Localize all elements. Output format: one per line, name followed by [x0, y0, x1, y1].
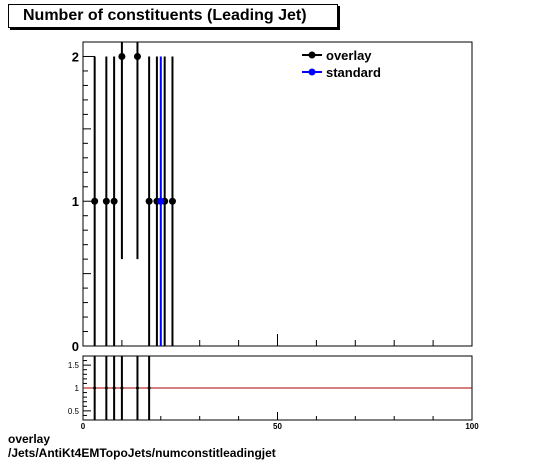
ratio-y-tick-label: 1.5 — [68, 361, 80, 370]
overlay-point — [102, 197, 110, 205]
y-tick-label: 1 — [72, 194, 79, 209]
ratio-point — [135, 386, 139, 390]
caption-histogram-path: /Jets/AntiKt4EMTopoJets/numconstitleadin… — [8, 446, 276, 460]
standard-point — [157, 197, 165, 205]
ratio-point — [104, 386, 108, 390]
ratio-point — [120, 386, 124, 390]
legend-marker-standard — [308, 68, 316, 76]
ratio-x-tick-label: 100 — [465, 422, 479, 431]
overlay-point — [118, 52, 126, 60]
overlay-point — [110, 197, 118, 205]
legend-label-standard: standard — [326, 65, 381, 80]
caption-sample-name: overlay — [8, 432, 51, 446]
ratio-point — [93, 386, 97, 390]
overlay-point — [91, 197, 99, 205]
overlay-point — [145, 197, 153, 205]
y-tick-label: 0 — [72, 339, 79, 354]
overlay-point — [168, 197, 176, 205]
legend-marker-overlay — [308, 51, 316, 59]
legend-label-overlay: overlay — [326, 48, 372, 63]
y-tick-label: 2 — [72, 49, 79, 64]
chart-title: Number of constituents (Leading Jet) — [23, 7, 307, 24]
overlay-point — [133, 52, 141, 60]
ratio-x-tick-label: 0 — [81, 422, 86, 431]
ratio-y-tick-label: 0.5 — [68, 407, 80, 416]
ratio-point — [147, 386, 151, 390]
ratio-point — [112, 386, 116, 390]
ratio-y-tick-label: 1 — [75, 384, 80, 393]
main-plot-frame — [82, 41, 473, 347]
chart-title-box: Number of constituents (Leading Jet) — [8, 4, 338, 28]
ratio-x-tick-label: 50 — [273, 422, 282, 431]
